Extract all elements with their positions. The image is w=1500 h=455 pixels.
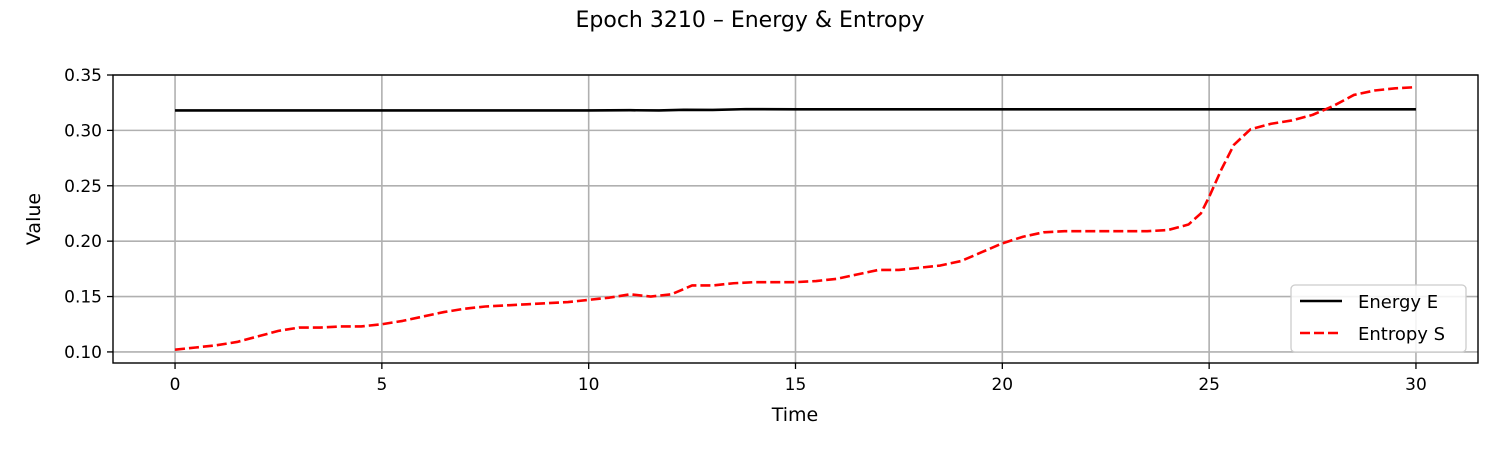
y-tick-label: 0.30 (64, 121, 102, 141)
x-tick-label: 10 (578, 375, 600, 395)
legend: Energy E Entropy S (1290, 284, 1467, 353)
x-axis-label: Time (771, 404, 819, 426)
y-tick-label: 0.20 (64, 232, 102, 252)
x-tick-label: 0 (170, 375, 181, 395)
x-tick-label: 5 (376, 375, 387, 395)
y-axis-label: Value (23, 193, 45, 245)
x-tick-label: 15 (785, 375, 807, 395)
x-tick-label: 30 (1405, 375, 1427, 395)
legend-label-entropy: Entropy S (1358, 324, 1445, 345)
y-tick-label: 0.10 (64, 343, 102, 363)
x-tick-label: 25 (1198, 375, 1220, 395)
legend-label-energy: Energy E (1358, 292, 1438, 313)
y-tick-label: 0.35 (64, 66, 102, 86)
x-tick-label: 20 (991, 375, 1013, 395)
series-layer (174, 85, 1417, 352)
series-line-entropy (174, 85, 1417, 352)
y-tick-label: 0.15 (64, 288, 102, 308)
grid-layer (113, 74, 1478, 363)
chart-title: Epoch 3210 – Energy & Entropy (576, 8, 925, 33)
y-tick-label: 0.25 (64, 177, 102, 197)
ticks-layer: 0 5 10 15 20 25 30 0.10 0.15 0.20 0.25 0.30 0.35 (64, 66, 1427, 395)
series-line-energy (175, 107, 1416, 112)
